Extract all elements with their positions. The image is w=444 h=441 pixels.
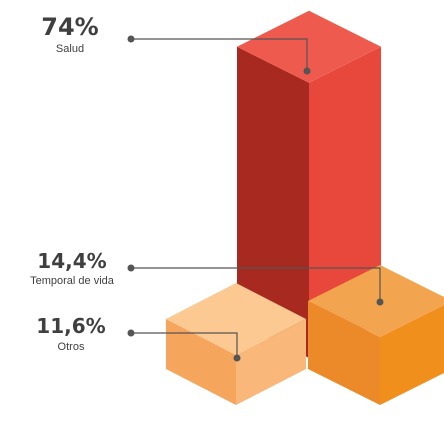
- leader-dot-salud-start: [127, 35, 135, 43]
- leader-dot-temporal-de-vida-end: [376, 298, 384, 306]
- value-label-temporal-de-vida: 14,4%: [37, 249, 106, 273]
- leader-dot-salud-end: [303, 67, 311, 75]
- leader-line-temporal-de-vida: [131, 267, 381, 302]
- bar-otros-left-face: [166, 319, 236, 405]
- bar-temporal-de-vida-right-face: [380, 305, 444, 405]
- leader-dot-otros-start: [127, 329, 135, 337]
- category-label-salud: Salud: [56, 43, 84, 55]
- bar-otros-top-face: [166, 283, 306, 355]
- leader-dot-temporal-de-vida-start: [127, 264, 135, 272]
- category-label-otros: Otros: [58, 341, 85, 353]
- leader-dot-otros-end: [233, 354, 241, 362]
- leader-line-salud: [131, 38, 308, 71]
- leaders-group: [127, 35, 384, 362]
- value-label-otros: 11,6%: [36, 314, 105, 338]
- bar-otros: [166, 283, 306, 405]
- category-label-temporal-de-vida: Temporal de vida: [30, 275, 115, 287]
- bars-group: [166, 10, 444, 405]
- bar-temporal-de-vida-left-face: [308, 301, 380, 405]
- bar-salud-top-face: [237, 10, 381, 83]
- bar-salud-left-face: [237, 46, 309, 358]
- value-label-salud: 74%: [41, 13, 98, 41]
- labels-group: 74% Salud 14,4% Temporal de vida 11,6% O…: [30, 13, 115, 353]
- bar-otros-right-face: [236, 319, 306, 405]
- leader-line-otros: [131, 332, 238, 358]
- bar-temporal-de-vida-top-face: [308, 265, 444, 337]
- bar-temporal-de-vida: [308, 265, 444, 405]
